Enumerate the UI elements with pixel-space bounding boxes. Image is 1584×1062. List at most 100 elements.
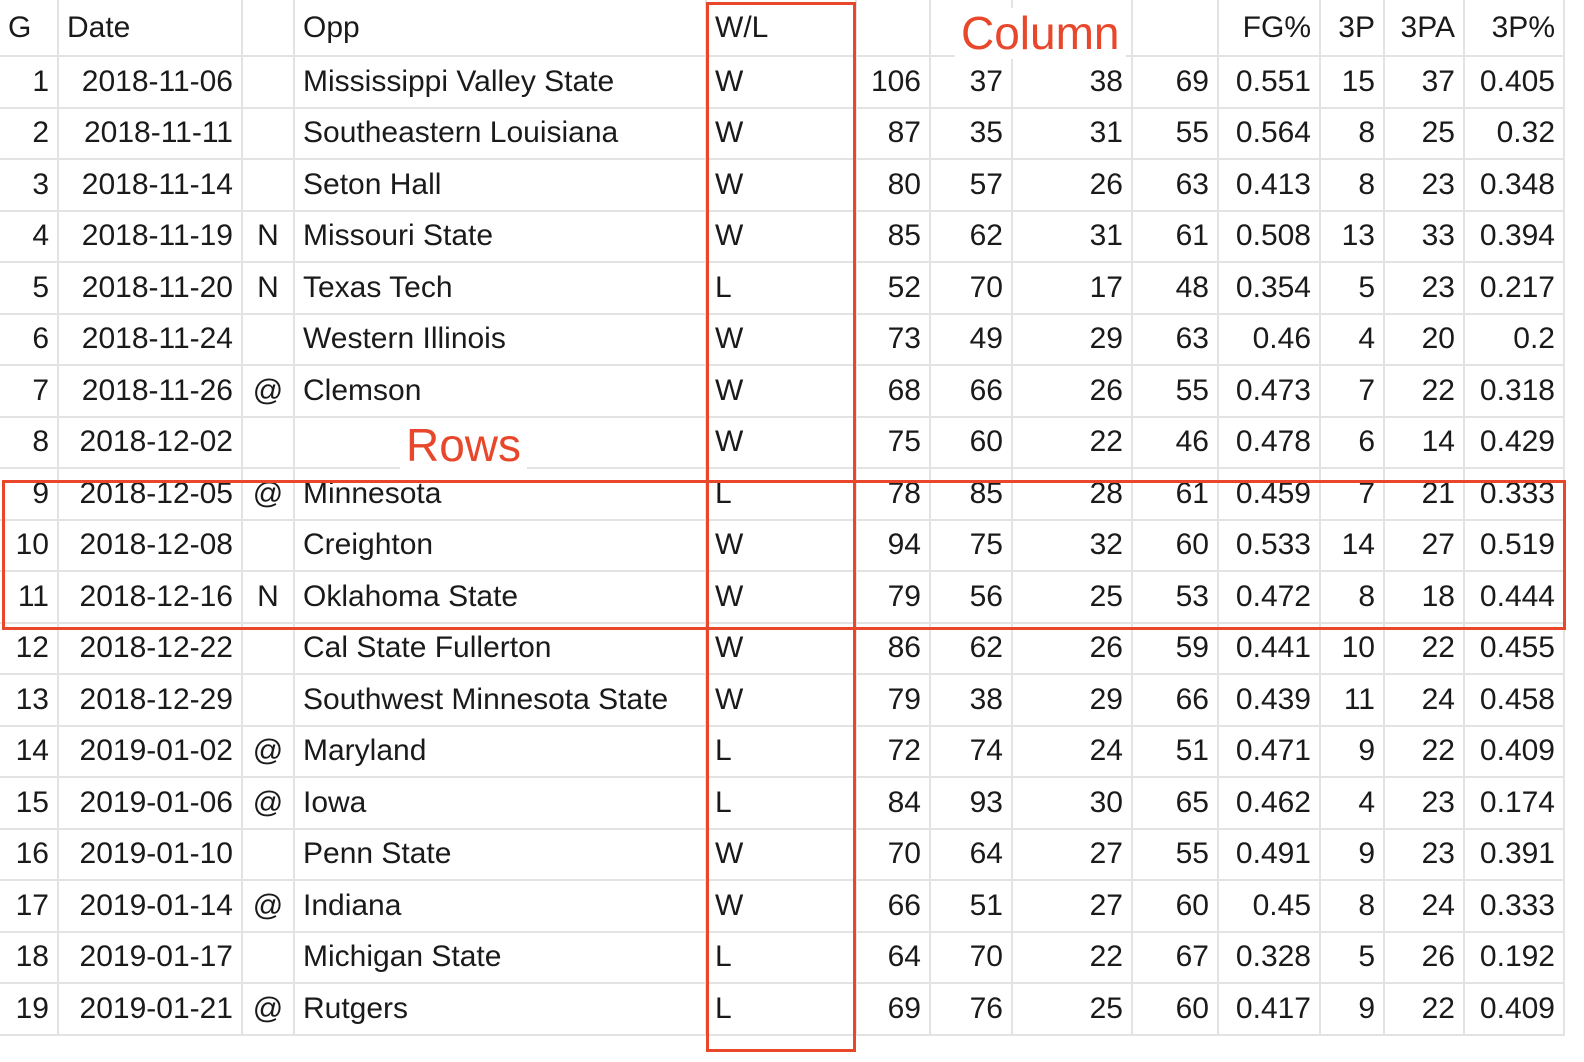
cell-game-number[interactable]: 18 xyxy=(0,931,59,984)
cell-fga[interactable]: 69 xyxy=(1132,56,1219,109)
cell-date[interactable]: 2018-12-29 xyxy=(58,674,243,727)
cell-location[interactable] xyxy=(242,674,295,727)
cell-fga[interactable]: 60 xyxy=(1132,519,1219,572)
cell-location[interactable] xyxy=(242,416,295,469)
cell-points[interactable]: 64 xyxy=(856,931,931,984)
cell-game-number[interactable]: 2 xyxy=(0,107,59,160)
cell-opponent[interactable]: Michigan State xyxy=(294,931,707,984)
cell-three-pa[interactable]: 22 xyxy=(1384,622,1465,675)
cell-three-pct[interactable]: 0.217 xyxy=(1464,262,1565,315)
cell-points[interactable]: 86 xyxy=(856,622,931,675)
cell-opp-points[interactable]: 56 xyxy=(930,571,1013,624)
cell-opp-points[interactable]: 74 xyxy=(930,725,1013,778)
cell-three-p[interactable]: 9 xyxy=(1320,725,1385,778)
cell-three-pa[interactable]: 23 xyxy=(1384,262,1465,315)
cell-location[interactable]: N xyxy=(242,262,295,315)
cell-three-pa[interactable]: 23 xyxy=(1384,159,1465,212)
cell-location[interactable] xyxy=(242,159,295,212)
cell-date[interactable]: 2018-11-24 xyxy=(58,313,243,366)
cell-three-p[interactable]: 8 xyxy=(1320,880,1385,933)
cell-fg[interactable]: 22 xyxy=(1012,931,1133,984)
cell-fg[interactable]: 25 xyxy=(1012,983,1133,1036)
cell-fg-pct[interactable]: 0.354 xyxy=(1218,262,1321,315)
cell-three-pct[interactable]: 0.429 xyxy=(1464,416,1565,469)
cell-result[interactable]: W xyxy=(706,56,857,109)
cell-fg[interactable]: 38 xyxy=(1012,56,1133,109)
cell-location[interactable] xyxy=(242,828,295,881)
cell-fg-pct[interactable]: 0.413 xyxy=(1218,159,1321,212)
cell-game-number[interactable]: 7 xyxy=(0,365,59,418)
cell-result[interactable]: W xyxy=(706,571,857,624)
cell-fg-pct[interactable]: 0.564 xyxy=(1218,107,1321,160)
cell-game-number[interactable]: 1 xyxy=(0,56,59,109)
cell-date[interactable]: 2019-01-14 xyxy=(58,880,243,933)
cell-fga[interactable]: 67 xyxy=(1132,931,1219,984)
cell-points[interactable]: 52 xyxy=(856,262,931,315)
cell-date[interactable]: 2018-11-14 xyxy=(58,159,243,212)
cell-game-number[interactable]: 17 xyxy=(0,880,59,933)
cell-three-pct[interactable]: 0.458 xyxy=(1464,674,1565,727)
cell-opponent[interactable]: Penn State xyxy=(294,828,707,881)
cell-fga[interactable]: 66 xyxy=(1132,674,1219,727)
cell-fg-pct[interactable]: 0.491 xyxy=(1218,828,1321,881)
cell-three-pct[interactable]: 0.405 xyxy=(1464,56,1565,109)
cell-result[interactable]: W xyxy=(706,159,857,212)
cell-fga[interactable]: 63 xyxy=(1132,313,1219,366)
cell-fga[interactable]: 55 xyxy=(1132,828,1219,881)
cell-location[interactable] xyxy=(242,519,295,572)
cell-date[interactable]: 2019-01-17 xyxy=(58,931,243,984)
cell-three-pct[interactable]: 0.409 xyxy=(1464,983,1565,1036)
cell-date[interactable]: 2018-11-19 xyxy=(58,210,243,263)
cell-fga[interactable]: 61 xyxy=(1132,210,1219,263)
cell-game-number[interactable]: 3 xyxy=(0,159,59,212)
cell-opponent[interactable]: Oklahoma State xyxy=(294,571,707,624)
cell-location[interactable]: @ xyxy=(242,468,295,521)
cell-result[interactable]: W xyxy=(706,313,857,366)
cell-three-p[interactable]: 8 xyxy=(1320,571,1385,624)
cell-three-pct[interactable]: 0.394 xyxy=(1464,210,1565,263)
cell-points[interactable]: 84 xyxy=(856,777,931,830)
cell-opp-points[interactable]: 60 xyxy=(930,416,1013,469)
cell-points[interactable]: 66 xyxy=(856,880,931,933)
cell-location[interactable]: @ xyxy=(242,725,295,778)
cell-location[interactable] xyxy=(242,931,295,984)
cell-date[interactable]: 2018-12-08 xyxy=(58,519,243,572)
cell-location[interactable]: @ xyxy=(242,777,295,830)
cell-location[interactable]: @ xyxy=(242,983,295,1036)
cell-three-pa[interactable]: 21 xyxy=(1384,468,1465,521)
cell-fga[interactable]: 59 xyxy=(1132,622,1219,675)
cell-game-number[interactable]: 16 xyxy=(0,828,59,881)
cell-three-p[interactable]: 9 xyxy=(1320,828,1385,881)
cell-date[interactable]: 2018-12-16 xyxy=(58,571,243,624)
cell-game-number[interactable]: 11 xyxy=(0,571,59,624)
cell-three-pa[interactable]: 20 xyxy=(1384,313,1465,366)
cell-game-number[interactable]: 13 xyxy=(0,674,59,727)
cell-date[interactable]: 2019-01-10 xyxy=(58,828,243,881)
cell-points[interactable]: 72 xyxy=(856,725,931,778)
cell-opp-points[interactable]: 37 xyxy=(930,56,1013,109)
cell-fg-pct[interactable]: 0.472 xyxy=(1218,571,1321,624)
cell-result[interactable]: L xyxy=(706,725,857,778)
cell-fga[interactable]: 63 xyxy=(1132,159,1219,212)
cell-three-pa[interactable]: 22 xyxy=(1384,725,1465,778)
cell-location[interactable] xyxy=(242,56,295,109)
cell-fga[interactable]: 53 xyxy=(1132,571,1219,624)
column-header-location[interactable] xyxy=(242,0,295,57)
cell-location[interactable]: N xyxy=(242,210,295,263)
column-header-points[interactable] xyxy=(856,0,931,57)
cell-fga[interactable]: 65 xyxy=(1132,777,1219,830)
cell-date[interactable]: 2018-11-11 xyxy=(58,107,243,160)
cell-opponent[interactable]: Indiana xyxy=(294,880,707,933)
cell-result[interactable]: L xyxy=(706,468,857,521)
cell-opp-points[interactable]: 38 xyxy=(930,674,1013,727)
cell-location[interactable]: N xyxy=(242,571,295,624)
cell-fg-pct[interactable]: 0.551 xyxy=(1218,56,1321,109)
cell-date[interactable]: 2018-12-02 xyxy=(58,416,243,469)
cell-fga[interactable]: 60 xyxy=(1132,983,1219,1036)
cell-opponent[interactable]: Seton Hall xyxy=(294,159,707,212)
cell-points[interactable]: 70 xyxy=(856,828,931,881)
cell-three-p[interactable]: 7 xyxy=(1320,365,1385,418)
cell-fg-pct[interactable]: 0.533 xyxy=(1218,519,1321,572)
cell-three-p[interactable]: 10 xyxy=(1320,622,1385,675)
column-header-three-pa[interactable]: 3PA xyxy=(1384,0,1465,57)
